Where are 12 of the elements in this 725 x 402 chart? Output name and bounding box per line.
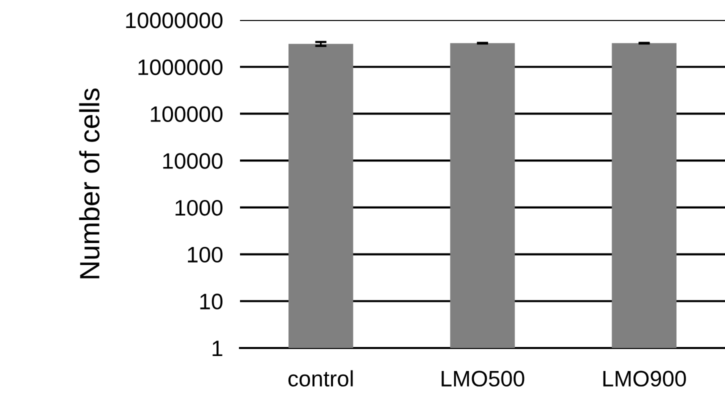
y-tick-label: 1000 — [176, 200, 222, 216]
x-tick-label: control — [288, 370, 353, 387]
x-tick-label: LMO500 — [442, 370, 524, 387]
y-tick-label: 10000 — [163, 153, 222, 169]
y-axis-title: Number of cells — [79, 88, 100, 278]
y-tick-label: 100 — [188, 246, 222, 263]
y-tick-label: 1000000 — [138, 59, 222, 76]
y-tick-label: 10000000 — [126, 12, 222, 28]
x-tick-label: LMO900 — [603, 370, 686, 387]
y-tick-label: 1 — [212, 340, 222, 356]
y-tick-label: 100000 — [150, 106, 222, 122]
y-tick-label: 10 — [200, 294, 222, 310]
